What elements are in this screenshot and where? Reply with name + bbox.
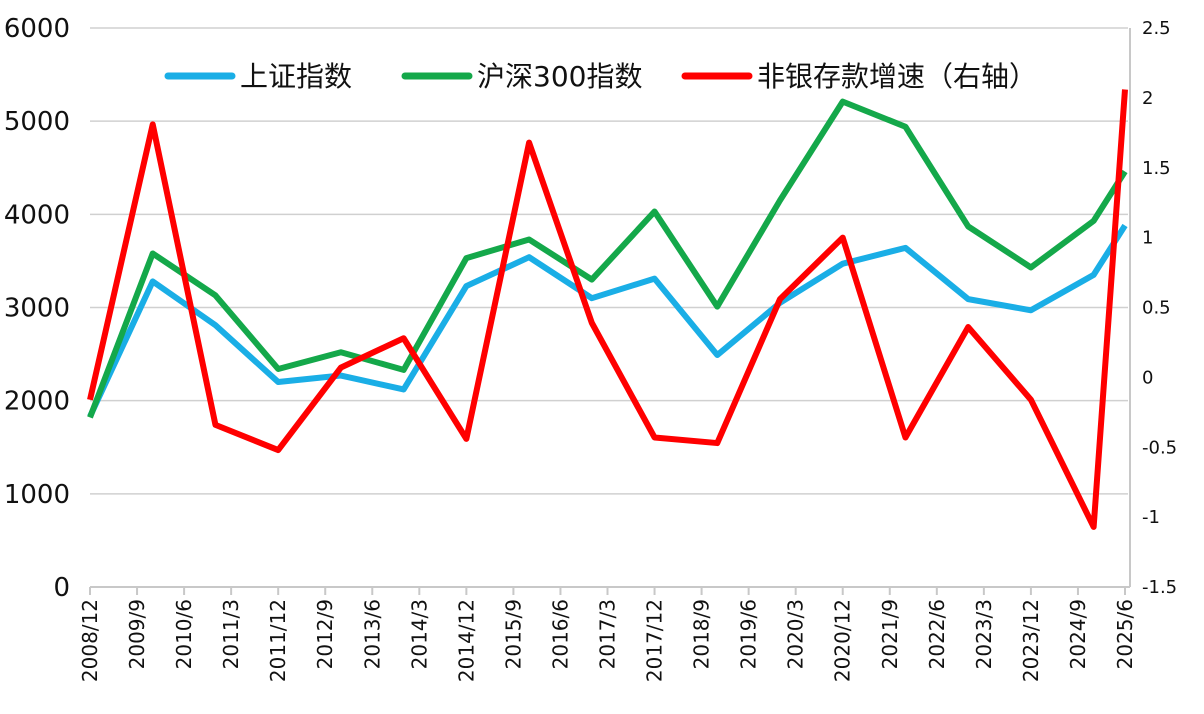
x-tick-label: 2023/12 xyxy=(1019,599,1043,682)
y-tick-label: 4000 xyxy=(4,200,70,230)
y2-tick-label: -1.5 xyxy=(1142,577,1177,598)
y2-tick-label: 2 xyxy=(1142,88,1153,109)
legend-label: 上证指数 xyxy=(240,60,352,93)
x-tick-label: 2025/6 xyxy=(1113,599,1137,669)
x-tick-label: 2011/12 xyxy=(266,599,290,682)
legend-item: 沪深300指数 xyxy=(401,60,642,93)
x-tick-label: 2024/9 xyxy=(1066,599,1090,669)
x-tick-label: 2015/9 xyxy=(501,599,525,669)
x-tick-label: 2017/3 xyxy=(596,599,620,669)
y-tick-label: 5000 xyxy=(4,107,70,137)
y2-tick-label: 2.5 xyxy=(1142,18,1171,39)
y2-tick-label: 1.5 xyxy=(1142,158,1171,179)
y2-tick-label: 0.5 xyxy=(1142,298,1171,319)
y-tick-label: 0 xyxy=(53,573,70,603)
legend-item: 非银存款增速（右轴） xyxy=(681,60,1037,93)
series-line xyxy=(87,98,1128,419)
x-tick-label: 2014/3 xyxy=(407,599,431,669)
y2-tick-label: 1 xyxy=(1142,228,1153,249)
x-tick-label: 2019/6 xyxy=(737,599,761,669)
series-line xyxy=(87,223,1128,418)
y-tick-label: 1000 xyxy=(4,480,70,510)
x-tick-label: 2011/3 xyxy=(219,599,243,669)
x-tick-label: 2013/6 xyxy=(360,599,384,669)
y2-tick-label: 0 xyxy=(1142,367,1153,388)
x-tick-label: 2016/6 xyxy=(548,599,572,669)
x-tick-label: 2020/12 xyxy=(831,599,855,682)
x-tick-label: 2008/12 xyxy=(78,599,102,682)
x-tick-label: 2022/6 xyxy=(925,599,949,669)
y-tick-label: 2000 xyxy=(4,387,70,417)
x-tick-label: 2014/12 xyxy=(454,599,478,682)
y-tick-label: 3000 xyxy=(4,294,70,324)
x-tick-label: 2020/3 xyxy=(784,599,808,669)
y-tick-label: 6000 xyxy=(4,14,70,44)
x-tick-label: 2009/9 xyxy=(125,599,149,669)
x-tick-label: 2010/6 xyxy=(172,599,196,669)
x-tick-label: 2012/9 xyxy=(313,599,337,669)
y2-tick-label: -1 xyxy=(1142,507,1160,528)
x-tick-label: 2017/12 xyxy=(643,599,667,682)
x-tick-label: 2021/9 xyxy=(878,599,902,669)
series-line xyxy=(87,89,1128,530)
legend-label: 非银存款增速（右轴） xyxy=(757,60,1037,93)
y2-tick-label: -0.5 xyxy=(1142,437,1177,458)
x-tick-label: 2018/9 xyxy=(690,599,714,669)
legend-label: 沪深300指数 xyxy=(477,60,642,93)
x-tick-label: 2023/3 xyxy=(972,599,996,669)
legend-item: 上证指数 xyxy=(164,60,352,93)
